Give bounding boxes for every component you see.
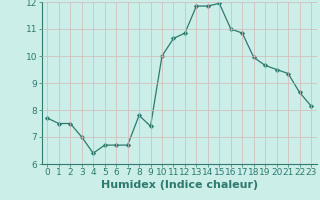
X-axis label: Humidex (Indice chaleur): Humidex (Indice chaleur): [100, 180, 258, 190]
